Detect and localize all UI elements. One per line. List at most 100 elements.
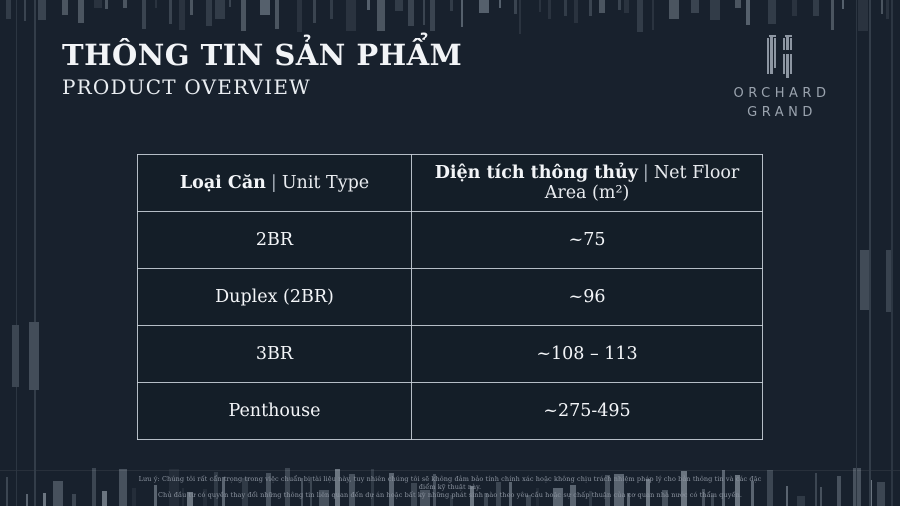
left-vertical-line [34,0,36,506]
decorative-bar [297,0,302,32]
orchard-grand-logo: ORCHARD GRAND [722,34,842,122]
decorative-bar [735,0,741,8]
decorative-bar [275,0,279,29]
decorative-bar [815,473,817,506]
decorative-bar [831,0,834,30]
decorative-bar [330,0,333,19]
decorative-bar [589,0,592,16]
logo-text-grand: GRAND [747,105,817,120]
decorative-bar [652,0,654,30]
decorative-bar [599,0,605,13]
title-block: THÔNG TIN SẢN PHẨM PRODUCT OVERVIEW [62,38,462,100]
decorative-bar [768,0,776,24]
left-bar-segment [12,325,19,387]
net-floor-area-cell: ~96 [411,268,763,326]
decorative-bar [877,482,885,506]
floor-divider-line [0,470,900,471]
unit-overview-table: Loại Căn | Unit Type Diện tích thông thủy |… [137,154,763,440]
decorative-bar [842,0,844,9]
header-unit-type-vi: Loại Căn [179,173,266,193]
unit-type-cell: Duplex (2BR) [137,268,412,326]
left-vertical-line [16,0,17,506]
decorative-bar [797,496,805,506]
net-floor-area-cell: ~275-495 [411,382,763,440]
decorative-bar [6,477,8,506]
unit-type-cell: Penthouse [137,382,412,440]
decorative-bar [618,0,621,10]
unit-type-cell: 3BR [137,325,412,383]
decorative-bar [637,0,643,32]
decorative-bar [430,0,435,31]
decorative-bar [408,0,414,26]
table-header-row: Loại Căn | Unit Type Diện tích thông thủy |… [137,154,763,212]
decorative-bar [853,468,861,506]
decorative-bar [746,0,750,25]
decorative-bar [574,0,578,23]
decorative-bar [179,0,185,30]
decorative-bar [24,0,26,21]
right-bar-segment [886,250,891,312]
disclaimer: Lưu ý: Chúng tôi rất cẩn trọng trong việ… [130,475,770,499]
decorative-bar [346,0,356,31]
header-separator: | [270,173,277,193]
decorative-bar [548,0,551,19]
decorative-bar [102,491,107,506]
disclaimer-line-2: Chủ đầu tư có quyền thay đổi những thông… [157,491,743,499]
decorative-bar [38,0,46,20]
decorative-bar [78,0,84,23]
decorative-bar [229,0,231,7]
decorative-bar [395,0,403,11]
decorative-bar [142,0,146,29]
decorative-bar [105,0,108,9]
header-separator: | [642,163,649,183]
decorative-bar [190,0,193,15]
decorative-bar [215,0,225,19]
right-vertical-line [856,0,857,506]
decorative-bar [119,469,127,506]
decorative-bar [786,486,788,506]
table-row: 2BR ~75 [137,211,763,269]
decorative-bar [499,0,501,8]
decorative-bar [53,481,63,506]
decorative-bar [669,0,679,19]
header-unit-type-en: Unit Type [281,173,370,193]
decorative-bar [858,0,868,31]
towers-logo-icon [767,35,792,78]
header-net-floor-area-en: Net Floor Area (m²) [544,163,740,203]
decorative-bar [241,0,246,31]
right-vertical-line [869,0,871,506]
left-bar-segment [29,322,39,390]
decorative-bar [6,0,11,19]
disclaimer-line-1: Lưu ý: Chúng tôi rất cẩn trọng trong việ… [138,475,762,491]
decorative-bar [792,0,797,16]
decorative-bar [423,0,425,25]
decorative-bar [43,493,46,506]
net-floor-area-cell: ~75 [411,211,763,269]
decorative-bar [72,494,76,506]
decorative-bar [62,0,68,15]
decorative-bar [450,0,453,11]
decorative-bar [881,0,883,14]
decorative-bar [886,0,889,19]
unit-type-cell: 2BR [137,211,412,269]
decorative-bar [820,487,822,506]
decorative-bar [206,0,212,26]
decorative-bar [155,0,157,8]
decorative-bar [94,0,102,8]
right-bar-segment [860,250,869,310]
page-title-vietnamese: THÔNG TIN SẢN PHẨM [62,38,463,72]
decorative-bar [539,0,541,12]
logo-text-orchard: ORCHARD [733,86,831,101]
decorative-bar [691,0,699,13]
page-title-english: PRODUCT OVERVIEW [62,75,311,99]
decorative-bar [519,0,521,34]
right-vertical-line [891,0,893,506]
table-row: Penthouse ~275-495 [137,382,763,440]
table-row: 3BR ~108 – 113 [137,325,763,383]
decorative-bar [461,0,463,27]
decorative-bar [869,480,872,506]
decorative-bar [92,468,96,506]
column-header-unit-type: Loại Căn | Unit Type [137,154,412,212]
decorative-bar [123,0,127,8]
